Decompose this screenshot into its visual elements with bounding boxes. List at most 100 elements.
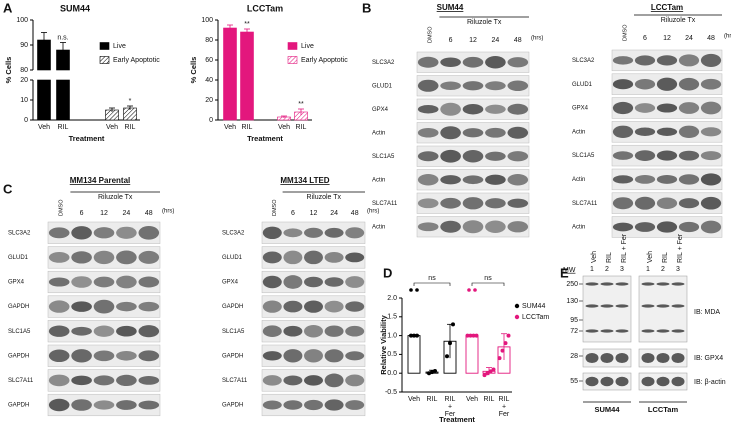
time-label: 6 [291,210,295,217]
blot-row-label: GPX4 [8,280,25,286]
band [615,329,629,333]
band [656,352,670,364]
band [71,349,92,363]
data-point [500,348,505,353]
blot-row-label: GPX4 [222,280,239,286]
band [634,103,656,113]
mw-value: 72 [570,328,578,335]
band [138,276,160,288]
band [116,351,137,361]
annotation: n.s. [57,34,68,41]
time-label: 12 [310,210,318,217]
data-point [430,370,434,375]
band [345,351,365,361]
x-tick-label: RIL [427,396,438,403]
band [656,77,678,91]
annotation: ns [428,275,436,282]
band [48,300,70,313]
band [48,227,70,239]
band [304,300,323,313]
band [507,174,529,186]
y-tick-label: 0 [209,117,213,124]
band [678,150,700,161]
band [507,103,529,115]
band [700,78,722,90]
band [93,350,115,362]
band [283,325,303,337]
data-point [491,367,496,372]
band [93,227,115,239]
chart-title: LCCTam [247,3,283,13]
time-label: 12 [100,210,108,217]
band [345,400,365,410]
x-axis-label: Treatment [439,415,475,423]
band [71,226,92,240]
band [417,127,439,138]
data-point [427,371,431,376]
x-tick-label-line: + [502,403,506,410]
x-tick-label: Veh [224,124,236,131]
x-tick-label: RIL [296,124,307,131]
band [138,350,160,362]
lane-number: 2 [661,266,665,273]
band [417,198,439,209]
band [678,221,700,233]
band [304,399,323,411]
x-tick-label-line: Fer [499,411,510,418]
annotation: ns [484,275,492,282]
band [485,104,506,114]
band [116,301,137,312]
control-label: DMSO [428,26,434,43]
band [612,175,634,184]
time-label: 6 [80,210,84,217]
x-tick-label: Veh [278,124,290,131]
band [612,222,634,232]
lane-label: RIL [606,252,613,263]
annotation: ** [244,21,250,28]
band [93,325,115,337]
blot-row-label: SLC3A2 [8,230,31,236]
band [507,80,529,92]
panel-letter: A [3,0,13,15]
data-point [433,368,437,373]
band [634,78,656,90]
panel-letter: C [3,181,13,196]
band [507,126,529,139]
lane-number: 1 [646,266,650,273]
x-tick-label: RIL [125,124,136,131]
legend-swatch [514,314,520,320]
band [417,79,439,92]
band [138,400,160,410]
blot-row-label: Actin [372,177,385,183]
data-point [468,333,473,338]
band [138,225,160,240]
y-tick-label: 80 [205,37,213,44]
lane-number: 3 [620,266,624,273]
band [417,105,439,114]
significance-dot [415,288,419,292]
band [345,301,365,312]
band [304,276,323,288]
y-tick-label: 0 [24,117,28,124]
mw-value: 55 [570,378,578,385]
x-tick-label: RIL + Fer [445,396,456,418]
band [615,376,629,387]
x-tick-label-line: RIL [499,396,510,403]
panel-letter: B [362,0,371,15]
blot-row-label: SLC1A5 [372,154,395,160]
band [462,175,484,185]
band [324,373,344,388]
x-tick-label: Veh [408,396,420,403]
y-axis-label: Relative Viability [379,314,388,374]
band [612,101,634,115]
cell-line-label: LCCTam [648,405,679,414]
y-tick-label: 100 [201,17,213,24]
mw-value: 28 [570,353,578,360]
band [116,226,137,239]
y-tick-label: 60 [205,57,213,64]
band [440,126,461,140]
band [612,151,634,160]
band [48,325,70,337]
band [345,325,365,337]
y-tick-label: -0.5 [385,389,397,396]
